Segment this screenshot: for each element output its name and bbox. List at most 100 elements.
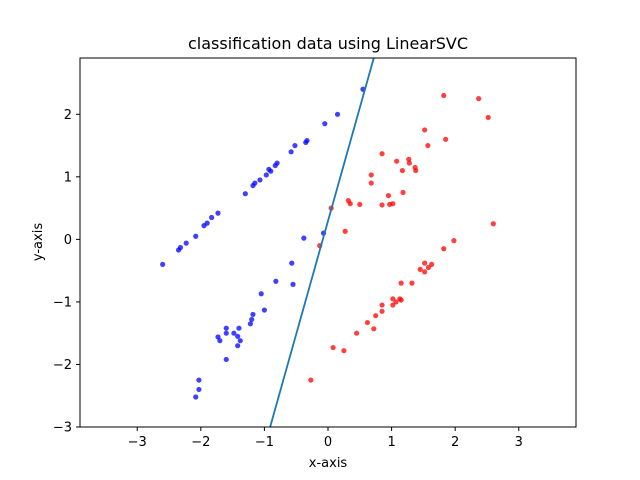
scatter-point (242, 191, 248, 197)
scatter-point (390, 296, 396, 302)
scatter-point (390, 201, 396, 207)
scatter-point (193, 233, 199, 239)
scatter-point (231, 330, 237, 336)
scatter-point (441, 92, 447, 99)
scatter-point (288, 149, 294, 155)
scatter-point (304, 137, 310, 144)
scatter-point (425, 142, 431, 149)
scatter-point (193, 394, 199, 400)
scatter-point (399, 167, 405, 174)
x-axis-label: x-axis (309, 456, 348, 471)
scatter-point (443, 136, 449, 142)
plot-area (160, 58, 496, 427)
scatter-point (215, 210, 221, 216)
scatter-point (373, 313, 379, 319)
scatter-point (398, 280, 404, 286)
y-axis-label: y-axis (31, 223, 46, 261)
scatter-point (204, 220, 210, 226)
scatter-point (273, 278, 279, 284)
scatter-point (347, 201, 353, 207)
x-tick-label: 0 (324, 435, 332, 450)
scatter-point (330, 344, 336, 351)
scatter-point (490, 221, 496, 227)
scatter-point (223, 325, 229, 331)
scatter-point (364, 319, 371, 326)
scatter-point (289, 260, 295, 266)
plot-frame (79, 57, 577, 428)
scatter-point (406, 160, 412, 166)
scatter-point (196, 386, 202, 393)
scatter-point (258, 291, 264, 297)
scatter-point (249, 316, 255, 323)
scatter-point (342, 228, 348, 234)
scatter-point (334, 111, 341, 117)
x-tick-label: −2 (191, 435, 210, 450)
x-tick-label: −3 (128, 435, 147, 450)
scatter-point (422, 127, 428, 133)
scatter-point (268, 168, 274, 174)
scatter-point (250, 311, 256, 318)
x-tick-label: −1 (255, 435, 274, 450)
y-tick-label: −1 (53, 295, 72, 310)
y-tick-label: 0 (64, 233, 72, 248)
scatter-point (413, 167, 419, 174)
scatter-point (290, 281, 296, 287)
scatter-point (354, 330, 360, 336)
x-tick-label: 2 (451, 435, 459, 450)
scatter-point (476, 96, 482, 102)
y-tick-label: 2 (64, 108, 72, 123)
scatter-point (400, 189, 406, 196)
y-tick-label: −2 (53, 358, 72, 373)
scatter-point (252, 180, 258, 186)
decision-boundary-line (269, 58, 375, 427)
scatter-point (223, 356, 229, 363)
scatter-point (236, 325, 242, 331)
x-axis-ticks: −3 −2 −1 0 1 2 3 (128, 427, 523, 450)
scatter-point (322, 121, 328, 127)
y-axis-ticks: −3 −2 −1 0 1 2 (53, 108, 80, 436)
scatter-point (422, 269, 428, 275)
scatter-point (368, 180, 374, 186)
scatter-point (263, 172, 269, 178)
scatter-point (393, 299, 399, 305)
scatter-point (217, 338, 223, 344)
scatter-point (379, 151, 385, 157)
scatter-point (398, 297, 404, 303)
scatter-point (371, 326, 377, 332)
x-tick-label: 1 (387, 435, 395, 450)
scatter-point (235, 333, 241, 339)
scatter-point (209, 214, 215, 221)
scatter-point (379, 308, 385, 314)
scatter-point (422, 260, 428, 266)
scatter-point (177, 244, 184, 251)
scatter-point (451, 238, 457, 244)
scatter-point (417, 266, 423, 272)
scatter-point (379, 302, 385, 308)
scatter-point (425, 264, 432, 271)
y-tick-label: −3 (53, 421, 72, 436)
scatter-point (409, 280, 415, 286)
scatter-point (394, 158, 400, 164)
scatter-point (235, 343, 241, 349)
scatter-point (390, 302, 396, 308)
scatter-point (485, 114, 491, 121)
scatter-point (247, 321, 254, 327)
scatter-point (429, 261, 435, 267)
scatter-point (274, 160, 280, 166)
scatter-point (357, 201, 363, 207)
scatter-point (196, 377, 202, 383)
scatter-point (301, 235, 307, 241)
x-tick-label: 3 (515, 435, 523, 450)
scatter-point (223, 330, 229, 336)
scatter-point (160, 261, 166, 267)
scatter-point (308, 377, 314, 383)
scatter-point (441, 246, 447, 252)
y-tick-label: 1 (64, 170, 72, 185)
scatter-point (368, 172, 374, 178)
scatter-point (183, 240, 189, 246)
scatter-point (237, 338, 243, 344)
scatter-point (261, 307, 268, 313)
chart-title: classification data using LinearSVC (188, 34, 468, 53)
scatter-point (341, 348, 347, 354)
